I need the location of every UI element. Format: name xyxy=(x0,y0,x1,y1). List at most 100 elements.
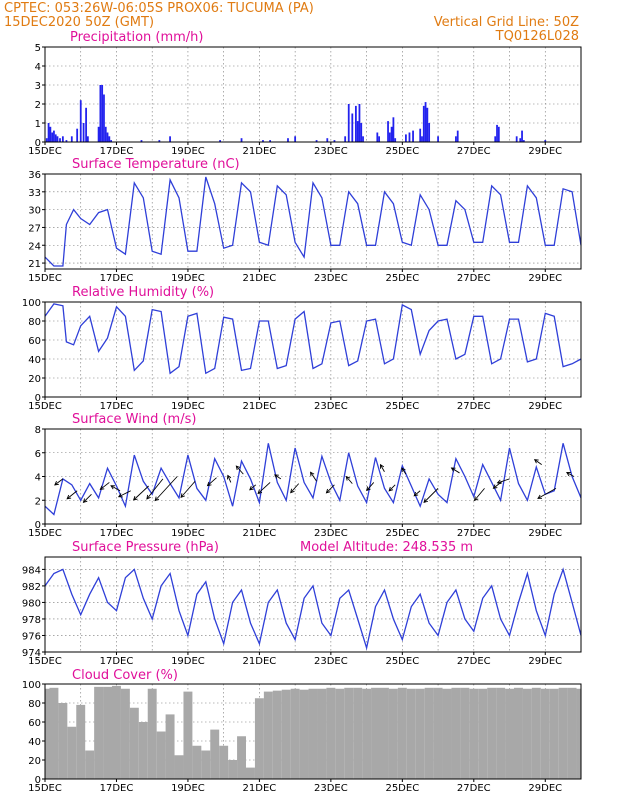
cloud-cover-bar xyxy=(246,767,255,779)
wind-ytick-label: 8 xyxy=(35,425,41,436)
cloud-cover-ytick-label: 40 xyxy=(28,737,41,748)
precipitation-bar xyxy=(333,140,336,142)
cloud-cover-bar xyxy=(192,745,202,779)
wind-y-ticks: 0 2 4 6 8 xyxy=(35,425,45,531)
precipitation-bar xyxy=(108,136,111,142)
precipitation-bar xyxy=(56,136,59,142)
temperature-ytick-label: 21 xyxy=(28,259,41,270)
wind-xtick-label: 23DEC xyxy=(314,528,348,539)
cloud-cover-frame xyxy=(44,683,582,780)
precipitation-bar xyxy=(103,94,105,142)
humidity-line xyxy=(44,303,582,375)
precipitation-bar xyxy=(354,105,357,142)
temperature-xtick-label: 29DEC xyxy=(528,273,562,284)
precipitation-bar xyxy=(376,132,379,142)
precipitation-bar xyxy=(497,126,500,142)
cloud-cover-bar xyxy=(201,750,211,779)
precipitation-bar xyxy=(356,121,359,142)
temperature-ytick-label: 30 xyxy=(28,206,41,217)
cloud-cover-bar xyxy=(67,726,77,779)
cloud-cover-bar xyxy=(129,707,139,779)
wind-x-ticks: 15DEC 17DEC 19DEC 21DEC 23DEC 25DEC 27DEC 29DEC xyxy=(28,524,562,539)
cloud-cover-bar xyxy=(460,687,470,779)
humidity-ytick-label: 60 xyxy=(28,336,41,347)
pressure-ytick-label: 974 xyxy=(22,648,41,659)
cloud-cover-xtick-label: 21DEC xyxy=(243,783,277,794)
wind-vector xyxy=(413,490,421,497)
cloud-cover-xtick-label: 17DEC xyxy=(100,783,134,794)
cloud-cover-bar xyxy=(567,687,577,779)
precipitation-bar xyxy=(394,138,397,142)
cloud-cover-bar xyxy=(58,703,68,779)
humidity-y-ticks: 0 20 40 60 80 100 xyxy=(22,298,45,404)
cloud-cover-bar xyxy=(549,688,559,779)
cloud-cover-bar xyxy=(210,729,220,779)
cloud-cover-bar xyxy=(183,691,193,779)
humidity-x-ticks: 15DEC 17DEC 19DEC 21DEC 23DEC 25DEC 27DEC 29DEC xyxy=(28,397,562,412)
precipitation-bar xyxy=(51,132,54,142)
pressure-title: Surface Pressure (hPa) xyxy=(72,540,219,555)
precipitation-bar xyxy=(219,140,221,142)
wind-vector xyxy=(235,465,244,475)
cloud-cover-bar xyxy=(138,722,148,779)
cloud-cover-bar xyxy=(120,688,130,779)
temperature-frame xyxy=(44,173,582,270)
precipitation-bar xyxy=(97,126,100,142)
wind-ytick-label: 0 xyxy=(35,520,41,531)
precipitation-ytick-label: 2 xyxy=(35,100,41,111)
wind-vector xyxy=(473,488,485,502)
pressure-ytick-label: 980 xyxy=(22,598,41,609)
precipitation-bar xyxy=(70,136,73,142)
cloud-cover-bar xyxy=(237,736,246,779)
cloud-cover-title: Cloud Cover (%) xyxy=(72,668,178,683)
precipitation-bar xyxy=(59,138,61,142)
precipitation-xtick-label: 21DEC xyxy=(243,146,277,157)
temperature-x-ticks: 15DEC 17DEC 19DEC 21DEC 23DEC 25DEC 27DEC 29DEC xyxy=(28,269,562,284)
cloud-cover-bar xyxy=(451,687,461,779)
humidity-xtick-label: 15DEC xyxy=(28,401,62,412)
cloud-cover-bar xyxy=(540,688,550,779)
precipitation-bar xyxy=(65,140,68,142)
cloud-cover-bar xyxy=(76,704,86,779)
humidity-ytick-label: 40 xyxy=(28,355,41,366)
cloud-cover-bars xyxy=(45,685,581,779)
precipitation-bar xyxy=(360,123,363,142)
wind-vector xyxy=(66,490,78,500)
temperature-ytick-label: 33 xyxy=(28,188,41,199)
wind-vector xyxy=(537,487,557,499)
precipitation-bar xyxy=(494,136,497,142)
temperature-xtick-label: 19DEC xyxy=(171,273,205,284)
precipitation-bar xyxy=(140,140,143,142)
pressure-xtick-label: 29DEC xyxy=(528,656,562,667)
cloud-cover-bar xyxy=(94,686,104,779)
cloud-cover-bar xyxy=(263,691,273,779)
cloud-cover-xtick-label: 23DEC xyxy=(314,783,348,794)
cloud-cover-bar xyxy=(433,687,443,779)
wind-vector xyxy=(274,474,282,480)
cloud-cover-bar xyxy=(406,688,416,779)
wind-title: Surface Wind (m/s) xyxy=(72,412,196,427)
cloud-cover-bar xyxy=(147,688,157,779)
precipitation-bar xyxy=(351,113,354,142)
temperature-ytick-label: 36 xyxy=(28,170,41,181)
wind-vector xyxy=(450,467,460,474)
wind-vector xyxy=(566,472,575,477)
wind-vector xyxy=(249,484,257,491)
cloud-cover-x-ticks: 15DEC 17DEC 19DEC 21DEC 23DEC 25DEC 27DEC 29DEC xyxy=(28,779,562,794)
pressure-panel: Surface Pressure (hPa) Model Altitude: 2… xyxy=(22,540,582,667)
precipitation-bar xyxy=(53,130,55,142)
pressure-x-ticks: 15DEC 17DEC 19DEC 21DEC 23DEC 25DEC 27DEC 29DEC xyxy=(28,652,562,667)
precipitation-bar xyxy=(378,136,380,142)
wind-vector xyxy=(117,490,131,498)
pressure-series xyxy=(44,567,582,651)
cloud-cover-bar xyxy=(290,688,300,779)
pressure-line xyxy=(44,567,582,651)
pressure-xtick-label: 15DEC xyxy=(28,656,62,667)
humidity-xtick-label: 21DEC xyxy=(243,401,277,412)
precipitation-bar xyxy=(79,100,82,142)
wind-vector xyxy=(380,463,385,472)
cloud-cover-bar xyxy=(514,687,523,779)
wind-ytick-label: 2 xyxy=(35,496,41,507)
wind-ytick-label: 6 xyxy=(35,449,41,460)
cloud-cover-bar xyxy=(344,687,354,779)
